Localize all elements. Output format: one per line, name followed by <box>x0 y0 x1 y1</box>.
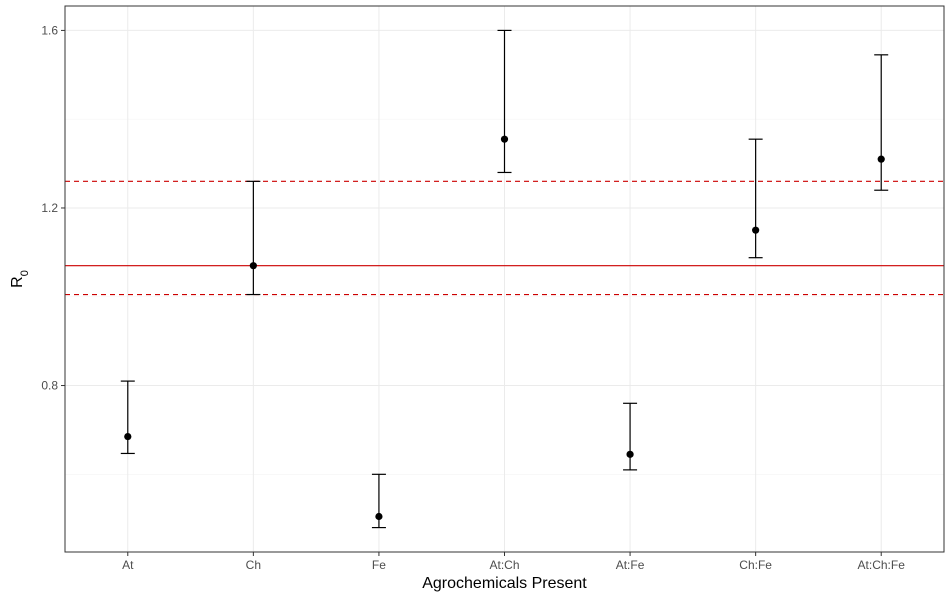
error-bar-group <box>246 180 261 296</box>
y-tick-label: 1.6 <box>41 23 58 37</box>
x-tick-label: Ch:Fe <box>739 558 772 572</box>
x-tick-label: At:Ch:Fe <box>858 558 906 572</box>
data-point <box>877 155 885 163</box>
x-tick-label: Fe <box>372 558 386 572</box>
y-axis-title-main: R <box>9 276 26 288</box>
data-point <box>375 512 383 521</box>
x-tick-label: At:Ch <box>489 558 519 572</box>
error-bar-group <box>371 473 386 529</box>
error-bar-group <box>120 380 135 455</box>
error-bar-group <box>497 29 512 174</box>
data-point <box>500 135 509 143</box>
error-bar-group <box>874 54 889 191</box>
data-point <box>752 226 760 234</box>
y-tick-label: 0.8 <box>41 379 58 393</box>
y-tick-label: 1.2 <box>41 201 58 215</box>
axes: 0.8 1.2 1.6 At Ch Fe At:Ch At:Fe Ch:Fe At:Ch:Fe <box>41 23 905 572</box>
y-axis-title-subscript: 0 <box>19 270 31 276</box>
x-tick-label: Ch <box>246 558 261 572</box>
data-series <box>120 29 889 529</box>
data-point <box>249 262 257 270</box>
x-tick-label: At <box>122 558 134 572</box>
error-bar-group <box>623 402 638 471</box>
y-axis-title: R0 <box>9 270 31 288</box>
x-tick-label: At:Fe <box>616 558 645 572</box>
reference-lines <box>65 180 944 296</box>
data-point <box>626 450 634 458</box>
data-point <box>124 432 132 441</box>
error-bar-group <box>748 138 763 259</box>
x-axis-title: Agrochemicals Present <box>422 575 587 592</box>
